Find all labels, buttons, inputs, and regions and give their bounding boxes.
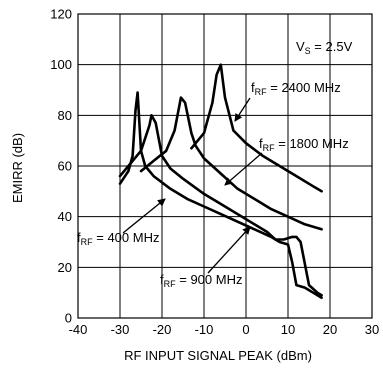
x-tick-label: 30 — [365, 322, 379, 337]
arrow-2400 — [234, 97, 251, 122]
series-line-2400-mhz — [190, 63, 323, 193]
svg-text:fRF = 1800 MHz: fRF = 1800 MHz — [259, 136, 349, 153]
x-tick-label: 10 — [281, 322, 295, 337]
y-tick-label: 0 — [65, 311, 72, 326]
annotation-400: fRF = 400 MHz — [77, 230, 159, 247]
x-tick-label: 0 — [242, 322, 249, 337]
plot-frame — [77, 13, 373, 319]
x-tick-label: 20 — [323, 322, 337, 337]
arrow-400 — [122, 198, 166, 234]
tick-labels: -40 -30 -20 -10 0 10 20 30 0 20 40 60 80 100 120 — [50, 7, 379, 338]
arrow-900 — [207, 226, 251, 274]
annotation-2400: fRF = 2400 MHz — [251, 80, 341, 97]
series-line-1800-mhz — [139, 96, 323, 231]
series-lines — [118, 63, 323, 300]
y-axis-label: EMIRR (dB) — [10, 133, 25, 203]
series-line-900-mhz — [118, 114, 323, 297]
svg-text:fRF = 900 MHz: fRF = 900 MHz — [160, 272, 242, 289]
y-tick-label: 20 — [58, 260, 72, 275]
y-tick-label: 120 — [50, 7, 72, 22]
x-axis-label: RF INPUT SIGNAL PEAK (dBm) — [124, 348, 312, 363]
series-line-400-mhz — [118, 91, 323, 300]
x-tick-label: -30 — [111, 322, 130, 337]
y-tick-label: 80 — [58, 108, 72, 123]
supply-voltage-label: VS = 2.5V — [296, 39, 353, 56]
x-tick-label: -10 — [195, 322, 214, 337]
y-tick-label: 100 — [50, 57, 72, 72]
arrow-1800 — [224, 152, 263, 186]
annotation-900: fRF = 900 MHz — [160, 272, 242, 289]
x-tick-label: -40 — [69, 322, 88, 337]
svg-text:fRF = 400 MHz: fRF = 400 MHz — [77, 230, 159, 247]
x-tick-label: -20 — [153, 322, 172, 337]
annotation-1800: fRF = 1800 MHz — [259, 136, 349, 153]
svg-text:fRF = 2400 MHz: fRF = 2400 MHz — [251, 80, 341, 97]
y-tick-label: 40 — [58, 209, 72, 224]
y-tick-label: 60 — [58, 159, 72, 174]
